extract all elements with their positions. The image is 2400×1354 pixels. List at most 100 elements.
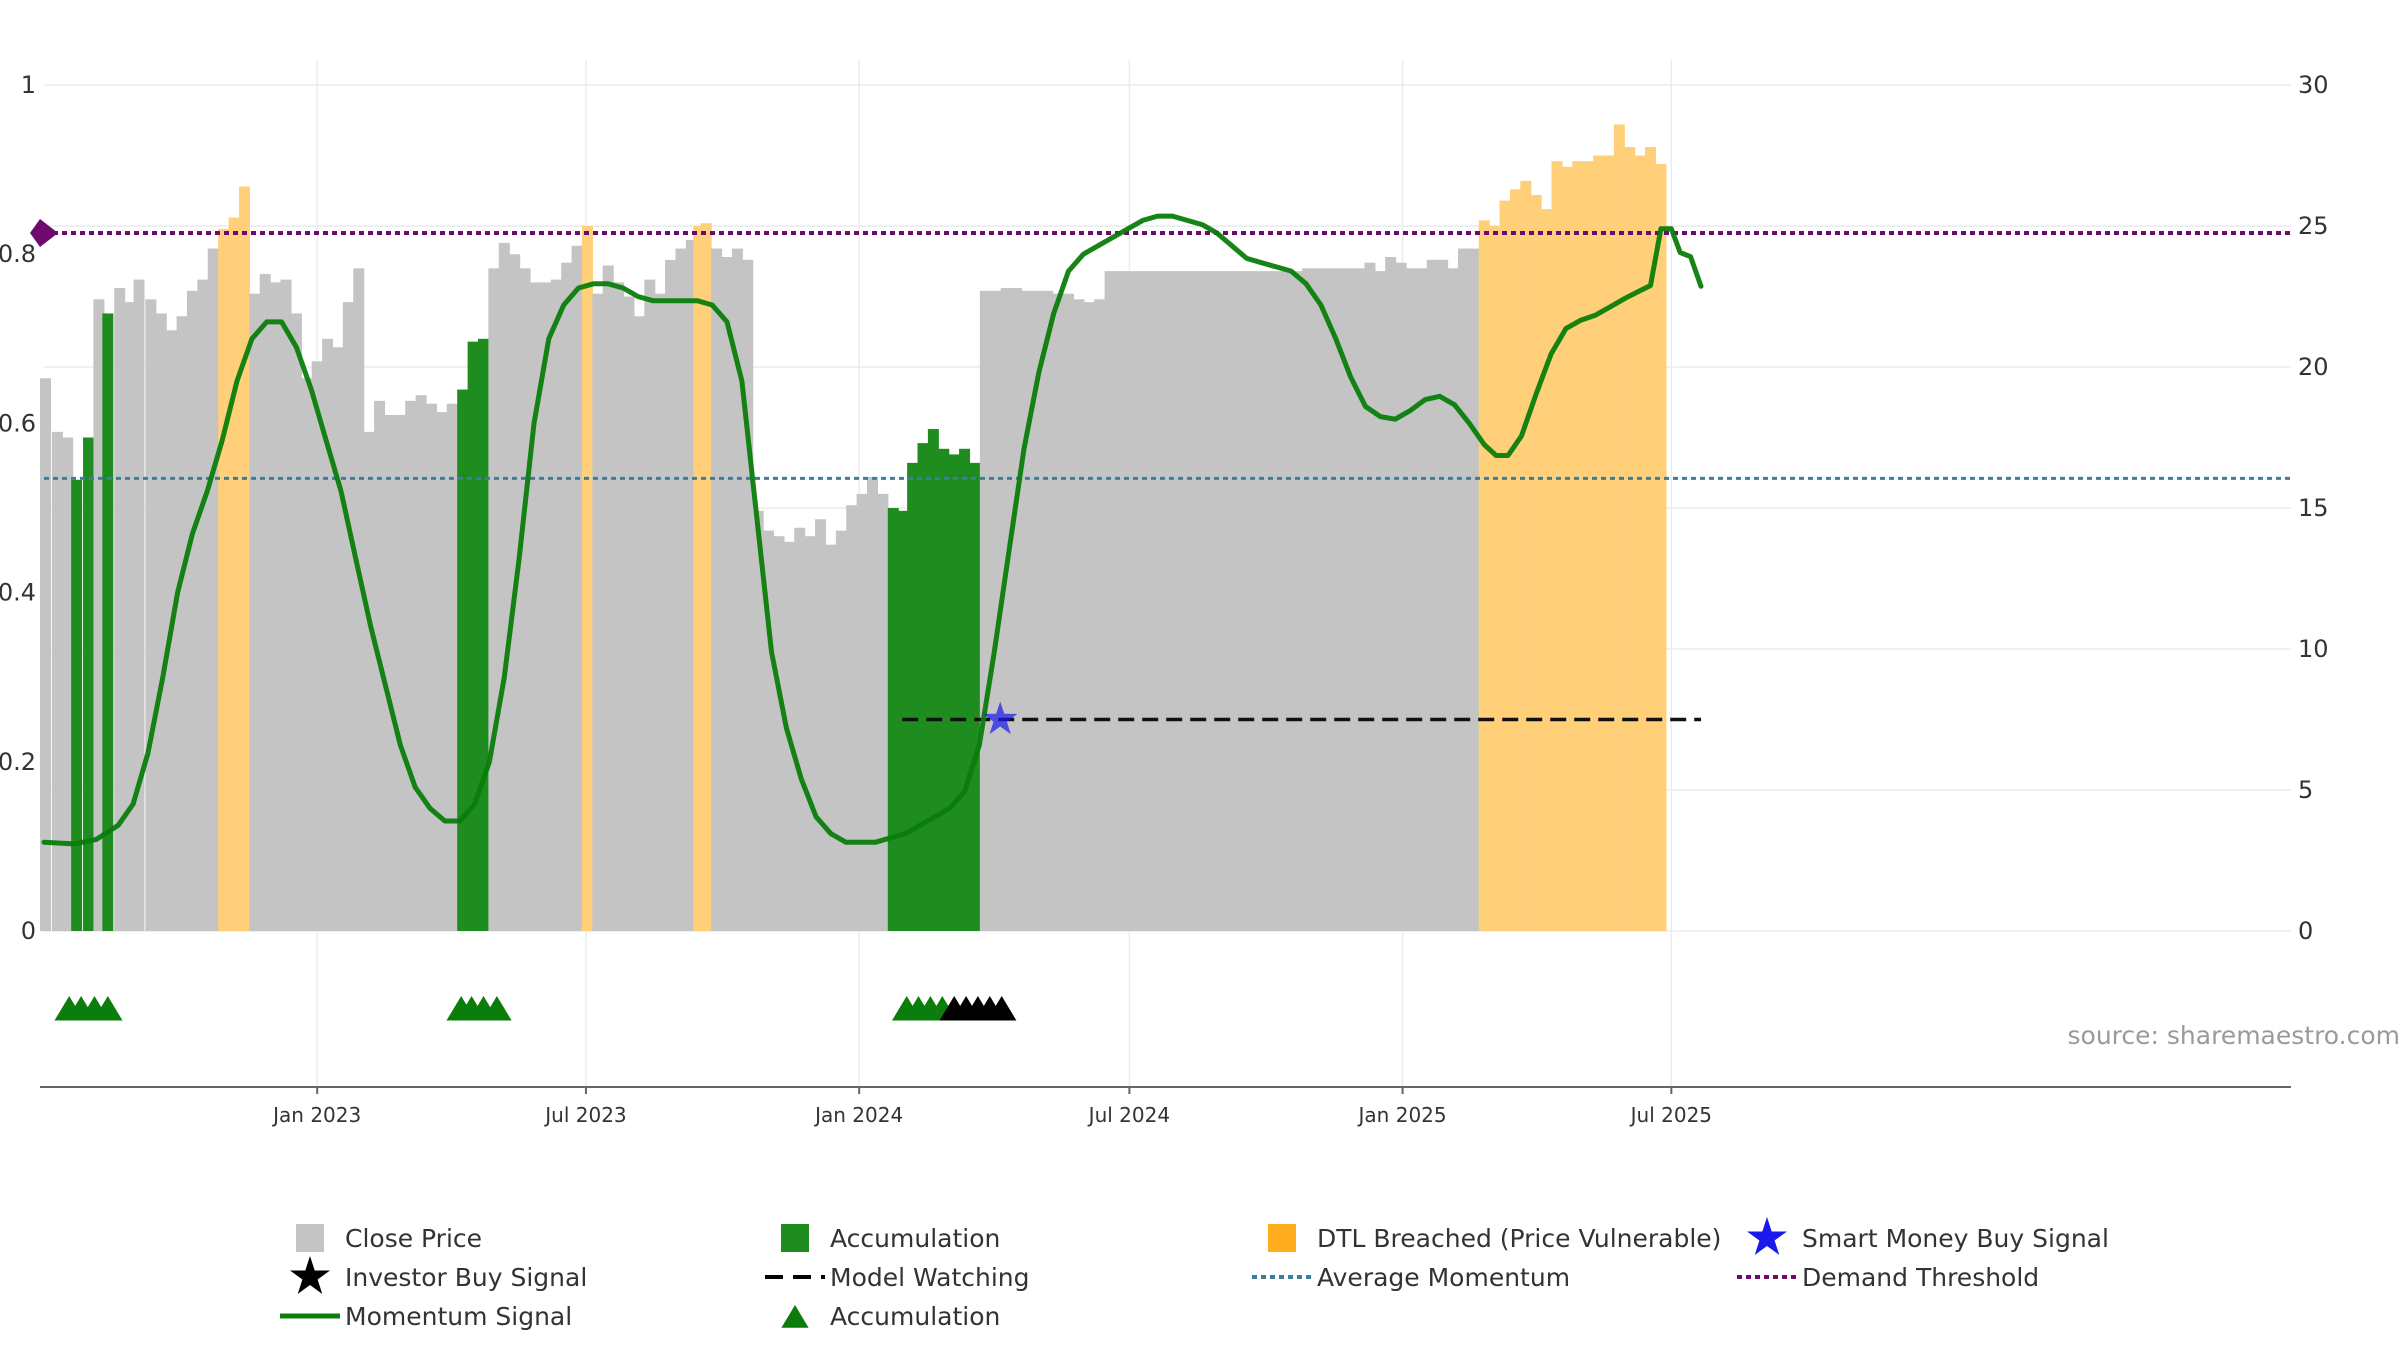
bar-orange [1614,124,1625,931]
bar-gray [1385,257,1396,931]
bar-gray [1406,268,1417,931]
bar-green [938,449,949,931]
bar-gray [825,545,836,931]
bar-gray [1219,271,1230,931]
bar-green [917,443,928,931]
bar-gray [805,536,816,931]
bar-gray [1354,268,1365,931]
bar-orange [582,226,593,931]
bar-gray [1125,271,1136,931]
bar-gray [405,401,416,931]
right-tick-label: 10 [2298,635,2329,663]
bar-gray [867,477,878,931]
bar-gray [794,528,805,931]
bar-gray [426,404,437,931]
legend-label: Momentum Signal [345,1302,572,1331]
legend-label: Investor Buy Signal [345,1263,587,1292]
legend-symbol-green-square [781,1224,809,1252]
legend-label: Close Price [345,1224,482,1253]
bar-orange [218,229,229,931]
bar-gray [312,361,323,931]
bar-orange [1531,195,1542,931]
bar-gray [1437,260,1448,931]
bar-gray [364,432,375,931]
legend-label: Accumulation [830,1302,1000,1331]
bar-green [959,449,970,931]
bar-gray [1094,299,1105,931]
bar-gray [846,505,857,931]
bar-orange [1603,156,1614,932]
bar-gray [447,404,458,931]
left-tick-label: 1 [21,71,36,99]
bar-gray [281,280,292,931]
bar-orange [1500,201,1511,931]
bar-gray [1177,271,1188,931]
bar-gray [644,280,655,931]
bar-gray [1458,249,1469,931]
bar-gray [1084,302,1095,931]
bar-gray [980,291,991,931]
legend-symbol-orange-square [1268,1224,1296,1252]
bar-orange [1552,161,1563,931]
bar-gray [260,274,271,931]
legend-label: Smart Money Buy Signal [1802,1224,2109,1253]
bar-gray [1053,294,1064,931]
bar-gray [1375,271,1386,931]
bar-gray [742,260,753,931]
bar-gray [1063,294,1074,931]
bar-gray [1073,299,1084,931]
bar-gray [1312,268,1323,931]
legend-symbol-gray-square [296,1224,324,1252]
x-tick-label: Jul 2024 [1087,1103,1170,1127]
x-tick-label: Jan 2024 [813,1103,903,1127]
bar-gray [624,297,635,932]
bar-green [969,463,980,931]
bar-gray [291,313,302,931]
bar-gray [561,263,572,931]
bar-gray [1011,288,1022,931]
right-tick-label: 30 [2298,71,2329,99]
bar-gray [815,519,826,931]
bar-orange [1655,164,1666,931]
left-tick-label: 0.4 [0,579,36,607]
left-tick-label: 0.8 [0,240,36,268]
bar-gray [1167,271,1178,931]
bar-gray [249,294,260,931]
bar-green [102,313,113,931]
bar-gray [145,299,156,931]
bar-gray [1188,271,1199,931]
bar-gray [1136,271,1147,931]
bar-green [468,342,479,931]
bars [40,124,1666,931]
legend-symbol-black-star [290,1256,330,1294]
bar-gray [488,268,499,931]
bar-gray [1209,271,1220,931]
bar-gray [1281,271,1292,931]
bar-gray [1292,271,1303,931]
source-label: source: sharemaestro.com [2068,1021,2400,1050]
bar-green [71,480,82,931]
bar-orange [239,187,250,931]
bar-gray [40,378,51,931]
bar-gray [436,412,447,931]
bar-gray [52,432,63,931]
bar-gray [592,294,603,931]
bar-gray [1396,263,1407,931]
bar-gray [613,282,624,931]
legend-label: Demand Threshold [1802,1263,2039,1292]
bar-orange [1489,226,1500,931]
bar-gray [301,378,312,931]
bar-gray [343,302,354,931]
bar-gray [1427,260,1438,931]
bar-gray [722,257,733,931]
bar-gray [499,243,510,931]
bar-gray [197,280,208,931]
bar-gray [134,280,145,931]
legend-label: Average Momentum [1317,1263,1570,1292]
bar-gray [1229,271,1240,931]
bar-gray [572,246,583,931]
bar-orange [701,223,712,931]
bar-gray [1416,268,1427,931]
right-tick-label: 0 [2298,917,2313,945]
